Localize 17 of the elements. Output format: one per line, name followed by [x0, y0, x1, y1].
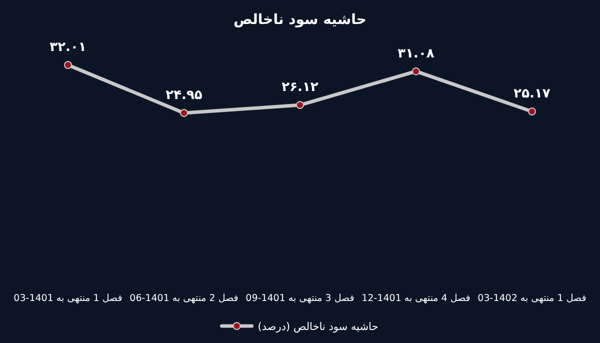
chart-title: حاشیه سود ناخالص [233, 12, 367, 28]
data-label: ۲۶.۱۲ [282, 80, 318, 96]
x-tick-label: فصل 1 منتهی به 1401-03 [14, 293, 122, 304]
data-label: ۲۴.۹۵ [166, 88, 202, 103]
point [528, 108, 536, 116]
point [180, 109, 188, 117]
x-tick-label: فصل 2 منتهی به 1401-06 [130, 293, 238, 304]
x-tick-label: فصل 3 منتهی به 1401-09 [246, 293, 354, 304]
point [296, 101, 304, 110]
data-label: ۳۱.۰۸ [398, 46, 434, 62]
legend-label: حاشیه سود ناخالص (درصد) [258, 321, 378, 333]
x-tick-label: فصل 1 منتهی به 1402-03 [478, 293, 586, 304]
data-label: ۳۲.۰۱ [50, 40, 86, 55]
data-label: ۲۵.۱۷ [514, 86, 550, 102]
x-tick-label: فصل 4 منتهی به 1401-12 [362, 293, 470, 304]
point [64, 61, 72, 69]
point [412, 67, 420, 76]
